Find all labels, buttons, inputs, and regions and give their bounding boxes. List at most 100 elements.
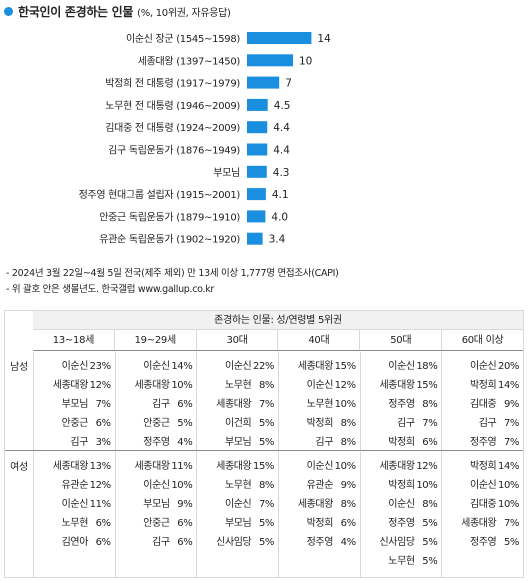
table-row: 박정희 10%: [361, 476, 442, 495]
category-label: 세종대왕 (1397~1450): [138, 55, 241, 67]
table-row: 세종대왕 15%: [197, 457, 278, 476]
chart-subtitle: (%, 10위권, 자유응답): [137, 7, 231, 19]
percent-value: 7%: [503, 518, 520, 529]
table-row: 부모님 9%: [116, 495, 197, 514]
person-name: 이순신: [61, 499, 89, 510]
person-name: 박정희: [388, 437, 415, 448]
person-name: 정주영: [469, 437, 497, 448]
table-row: 세종대왕 15%: [279, 357, 360, 376]
person-name: 박정희: [306, 518, 334, 529]
person-name: 세종대왕: [216, 461, 252, 472]
table-row: 안중근 5%: [116, 414, 197, 433]
age-header: 40대: [277, 330, 359, 350]
person-name: 김대중: [469, 399, 497, 410]
value-label: 10: [299, 55, 312, 67]
percent-value: 5%: [503, 537, 520, 548]
value-label: 4.4: [273, 122, 290, 134]
percent-value: 5%: [258, 518, 275, 529]
table-row: 유관순 9%: [279, 476, 360, 495]
survey-note-method: - 2024년 3월 22일~4월 5일 전국(제주 제외) 만 13세 이상 …: [6, 268, 339, 279]
percent-value: 6%: [95, 537, 111, 548]
sex-label-female: 여성: [10, 462, 28, 473]
category-label: 정주영 현대그룹 설립자 (1915~2001): [79, 188, 241, 201]
percent-value: 15%: [416, 380, 438, 391]
person-name: 박정희: [469, 380, 497, 391]
percent-value: 10%: [498, 499, 520, 510]
percent-value: 14%: [498, 380, 520, 391]
table-row: 박정희 6%: [361, 433, 442, 452]
percent-value: 5%: [422, 518, 438, 529]
person-name: 이순신: [388, 499, 415, 510]
person-name: 박정희: [306, 418, 334, 429]
percent-value: 12%: [89, 380, 111, 391]
category-label: 김대중 전 대통령 (1924~2009): [105, 122, 240, 134]
person-name: 부모님: [61, 399, 89, 410]
percent-value: 8%: [340, 499, 356, 510]
person-name: 이순신: [306, 380, 334, 391]
person-name: 정주영: [388, 399, 415, 410]
percent-value: 4%: [340, 537, 356, 548]
percent-value: 7%: [258, 399, 275, 410]
table-row: 김연아 6%: [34, 533, 115, 552]
person-name: 안중근: [61, 418, 89, 429]
table-row: 이순신 14%: [116, 357, 197, 376]
table-row: 부모님 7%: [34, 395, 115, 414]
table-row: 박정희 14%: [442, 376, 523, 395]
person-name: 세종대왕: [297, 361, 334, 372]
male-columns: 이순신 23% 세종대왕 12% 부모님 7% 안중근 6% 김구 3% 이순신 14% 세종대왕 10%…: [33, 352, 523, 450]
bar: [247, 188, 266, 201]
age-header: 30대: [195, 330, 278, 350]
table-row: 세종대왕 12%: [361, 457, 442, 476]
percent-value: 8%: [422, 499, 438, 510]
percent-value: 14%: [498, 461, 520, 472]
percent-value: 5%: [177, 418, 193, 429]
category-label: 이순신 장군 (1545~1598): [126, 33, 240, 45]
person-name: 김구: [70, 437, 88, 448]
person-name: 유관순: [306, 480, 334, 491]
person-name: 이건희: [224, 418, 252, 429]
table-row: 정주영 7%: [442, 433, 523, 452]
value-label: 4.4: [273, 145, 290, 157]
age-column: 이순신 22% 노무현 8% 세종대왕 7% 이건희 5% 부모님 5%: [196, 352, 278, 450]
table-row: 이순신 10%: [442, 476, 523, 495]
percent-value: 11%: [171, 461, 193, 472]
value-label: 7: [285, 78, 292, 90]
percent-value: 6%: [95, 518, 111, 529]
person-name: 이순신: [469, 361, 497, 372]
table-row: 세종대왕 7%: [197, 395, 278, 414]
table-row: 정주영 5%: [442, 533, 523, 552]
percent-value: 5%: [258, 418, 275, 429]
category-label: 유관순 독립운동가 (1902~1920): [99, 233, 240, 246]
person-name: 이순신: [306, 461, 334, 472]
respected-figures-bar-chart: 이순신 장군 (1545~1598) 14 세종대왕 (1397~1450) 10 박정…: [79, 32, 331, 246]
value-label: 4.0: [271, 211, 288, 223]
percent-value: 8%: [340, 418, 356, 429]
percent-value: 5%: [422, 537, 438, 548]
bar: [247, 121, 268, 134]
person-name: 세종대왕: [297, 499, 334, 510]
age-column: 세종대왕 15% 노무현 8% 이순신 7% 부모님 5% 신사임당 5%: [196, 452, 278, 577]
person-name: 부모님: [143, 499, 170, 510]
percent-value: 15%: [252, 461, 275, 472]
person-name: 세종대왕: [52, 380, 89, 391]
age-column: 이순신 10% 유관순 9% 세종대왕 8% 박정희 6% 정주영 4%: [278, 452, 360, 577]
person-name: 정주영: [143, 437, 170, 448]
percent-value: 7%: [503, 418, 520, 429]
table-row: 안중근 6%: [34, 414, 115, 433]
person-name: 세종대왕: [134, 380, 170, 391]
table-row: 김구 3%: [34, 433, 115, 452]
percent-value: 3%: [95, 437, 111, 448]
age-column: 이순신 18% 세종대왕 15% 정주영 8% 김구 7% 박정희 6%: [359, 352, 442, 452]
sex-label-male: 남성: [10, 362, 28, 373]
person-name: 유관순: [61, 480, 89, 491]
bar: [247, 210, 266, 223]
percent-value: 8%: [258, 480, 275, 491]
percent-value: 5%: [258, 537, 275, 548]
table-row: 박정희 8%: [279, 414, 360, 433]
percent-value: 14%: [171, 361, 193, 372]
percent-value: 12%: [89, 480, 111, 491]
table-row: 부모님 5%: [197, 514, 278, 533]
percent-value: 6%: [177, 537, 193, 548]
person-name: 세종대왕: [379, 380, 415, 391]
percent-value: 10%: [334, 461, 356, 472]
